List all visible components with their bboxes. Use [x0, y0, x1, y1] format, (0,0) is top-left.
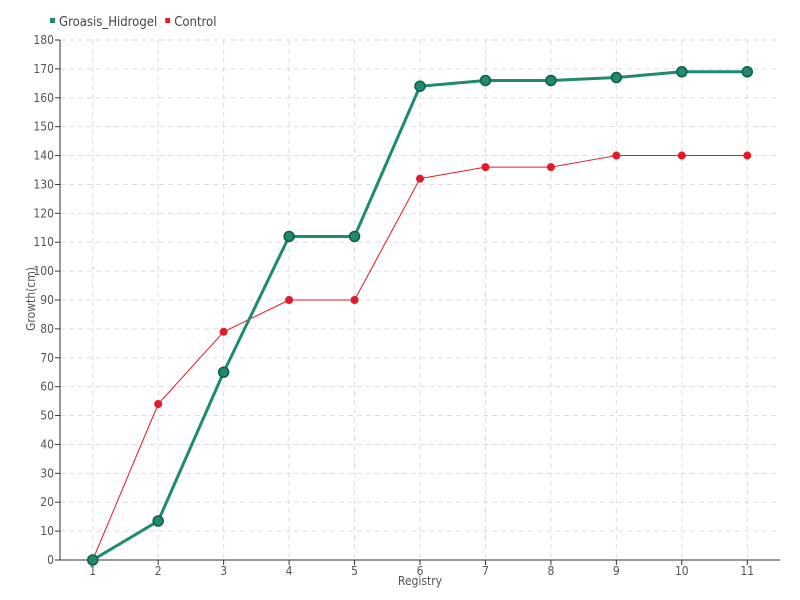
y-tick-label: 150 [33, 120, 54, 134]
data-point-groasis-hidrogel [414, 80, 426, 92]
x-tick-label: 11 [740, 564, 754, 578]
x-tick-label: 2 [155, 564, 162, 578]
y-tick-label: 160 [33, 91, 54, 105]
data-point-groasis-hidrogel [545, 74, 557, 87]
data-point-control [416, 174, 424, 183]
grid [60, 39, 780, 560]
x-tick-label: 3 [220, 564, 227, 578]
y-tick-label: 180 [33, 33, 54, 47]
x-tick-label: 6 [417, 564, 424, 578]
data-point-groasis-hidrogel [152, 515, 164, 527]
y-tick-label: 0 [47, 553, 54, 567]
x-tick-label: 9 [613, 564, 620, 578]
x-tick-label: 1 [89, 564, 96, 578]
y-tick-label: 120 [33, 206, 54, 220]
data-point-control [350, 296, 359, 304]
data-point-control [154, 400, 163, 408]
series-layer [86, 66, 754, 566]
data-point-groasis-hidrogel [610, 71, 623, 84]
data-point-control [743, 151, 752, 160]
data-point-control [677, 151, 686, 160]
y-tick-label: 20 [40, 495, 54, 509]
x-tick-label: 4 [286, 564, 293, 578]
y-tick-label: 130 [33, 177, 54, 191]
axes: 0102030405060708090100110120130140150160… [33, 33, 780, 578]
y-tick-label: 10 [40, 524, 54, 538]
x-tick-label: 10 [675, 564, 689, 578]
legend-swatch [165, 18, 171, 23]
legend-label: Groasis_Hidrogel [59, 15, 157, 30]
series-line-groasis-hidrogel [91, 70, 748, 562]
data-point-control [219, 327, 228, 336]
data-point-groasis-hidrogel [217, 366, 230, 378]
y-tick-label: 170 [33, 62, 54, 76]
data-point-groasis-hidrogel [86, 554, 99, 566]
x-tick-label: 7 [482, 564, 489, 578]
data-point-groasis-hidrogel [676, 66, 688, 78]
x-tick-label: 5 [351, 564, 358, 578]
y-tick-label: 50 [40, 409, 54, 423]
data-point-control [481, 163, 490, 172]
y-tick-label: 100 [33, 264, 54, 278]
y-tick-label: 80 [40, 322, 54, 336]
data-point-control [612, 151, 621, 160]
x-axis-title: Registry [398, 574, 443, 588]
data-point-groasis-hidrogel [479, 74, 492, 87]
y-tick-label: 90 [40, 293, 54, 307]
legend-label: Control [174, 15, 216, 30]
y-tick-label: 70 [40, 351, 54, 365]
x-tick-label: 8 [547, 564, 554, 578]
y-axis-title: Growth(cm) [24, 267, 38, 331]
data-point-control [546, 163, 555, 172]
data-point-groasis-hidrogel [741, 66, 754, 78]
data-point-groasis-hidrogel [348, 230, 361, 243]
y-tick-label: 40 [40, 437, 54, 451]
y-tick-label: 110 [33, 235, 54, 249]
data-point-control [285, 296, 294, 304]
y-tick-label: 30 [40, 466, 54, 480]
y-tick-label: 60 [40, 380, 54, 394]
legend-swatch [50, 18, 55, 23]
y-tick-label: 140 [33, 149, 54, 163]
data-point-groasis-hidrogel [283, 230, 295, 243]
legend: Groasis_Hidrogel Control [50, 15, 216, 30]
